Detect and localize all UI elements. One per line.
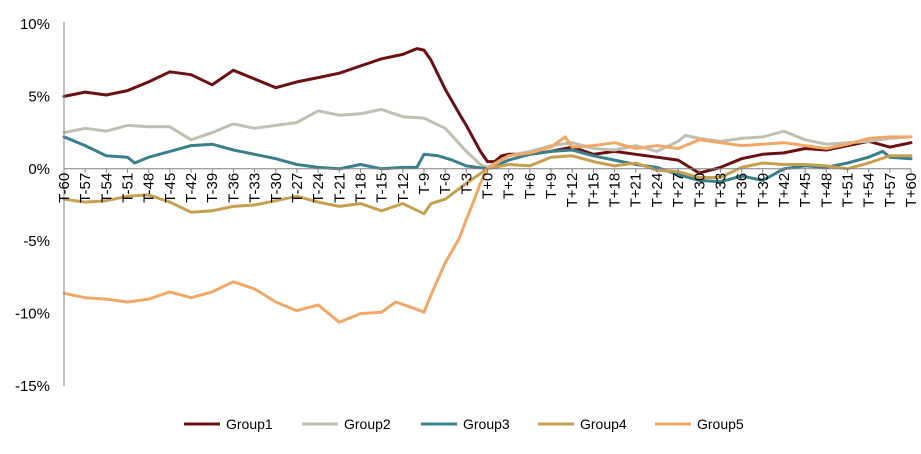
x-tick-label: T+36 <box>734 173 751 208</box>
x-tick-label: T-9 <box>416 173 433 195</box>
x-tick-label: T-15 <box>374 173 391 203</box>
x-axis-ticks: T-60 T-57 T-54 T-51 T-48 T-45 T-42 T-39 T-36 T-33… <box>56 168 920 208</box>
x-tick-label: T+9 <box>543 173 560 199</box>
legend-label: Group2 <box>344 416 391 432</box>
legend-item-group3: Group3 <box>421 416 510 432</box>
legend-item-group1: Group1 <box>184 416 273 432</box>
x-tick-label: T-60 <box>56 173 73 203</box>
x-tick-label: T-18 <box>352 173 369 203</box>
x-tick-label: T-21 <box>331 173 348 203</box>
y-tick-label: 5% <box>28 88 50 105</box>
legend-item-group2: Group2 <box>302 416 391 432</box>
x-tick-label: T+45 <box>797 173 814 208</box>
x-tick-label: T+33 <box>712 173 729 208</box>
x-tick-label: T+54 <box>861 173 878 208</box>
y-tick-label: -5% <box>23 233 50 250</box>
x-tick-label: T+39 <box>755 173 772 208</box>
legend-item-group5: Group5 <box>655 416 744 432</box>
x-tick-label: T+15 <box>585 173 602 208</box>
x-tick-label: T-36 <box>225 173 242 203</box>
series-line-group1 <box>62 47 913 175</box>
x-tick-label: T-51 <box>120 173 137 203</box>
x-tick-label: T+24 <box>649 173 666 208</box>
series-line-group3 <box>62 135 913 184</box>
x-tick-label: T-54 <box>98 173 115 203</box>
x-tick-label: T-48 <box>141 173 158 203</box>
x-tick-label: T+60 <box>903 173 920 208</box>
y-tick-label: 10% <box>20 16 50 33</box>
series-line-group4 <box>62 154 913 216</box>
x-tick-label: T+18 <box>607 173 624 208</box>
x-tick-label: T-24 <box>310 173 327 203</box>
x-tick-label: T-45 <box>162 173 179 203</box>
x-tick-label: T-6 <box>437 173 454 195</box>
series-line-group2 <box>62 107 913 169</box>
x-tick-label: T+48 <box>818 173 835 208</box>
series-line-group5 <box>62 135 913 324</box>
x-tick-label: T-33 <box>247 173 264 203</box>
x-tick-label: T-39 <box>204 173 221 203</box>
x-tick-label: T+12 <box>564 173 581 208</box>
x-tick-label: T+57 <box>882 173 899 208</box>
x-tick-label: T-12 <box>395 173 412 203</box>
legend-label: Group1 <box>226 416 273 432</box>
legend-item-group4: Group4 <box>538 416 627 432</box>
legend: Group1 Group2 Group3 Group4 Group5 <box>184 416 744 432</box>
x-tick-label: T+0 <box>480 173 497 199</box>
x-tick-label: T-3 <box>458 173 475 195</box>
y-axis-ticks: 10% 5% 0% -5% -10% -15% <box>15 16 50 395</box>
x-tick-label: T+42 <box>776 173 793 208</box>
x-tick-label: T+3 <box>501 173 518 199</box>
x-tick-label: T-57 <box>77 173 94 203</box>
x-tick-label: T+51 <box>840 173 857 208</box>
legend-label: Group3 <box>463 416 510 432</box>
x-tick-label: T+6 <box>522 173 539 199</box>
y-tick-label: -15% <box>15 378 50 395</box>
y-tick-label: 0% <box>28 161 50 178</box>
x-tick-label: T+27 <box>670 173 687 208</box>
x-tick-label: T-30 <box>268 173 285 203</box>
x-tick-label: T-42 <box>183 173 200 203</box>
legend-label: Group4 <box>580 416 627 432</box>
x-tick-label: T+21 <box>628 173 645 208</box>
x-tick-label: T-27 <box>289 173 306 203</box>
series-layer <box>62 47 913 324</box>
legend-label: Group5 <box>697 416 744 432</box>
y-tick-label: -10% <box>15 306 50 323</box>
x-tick-label: T+30 <box>691 173 708 208</box>
